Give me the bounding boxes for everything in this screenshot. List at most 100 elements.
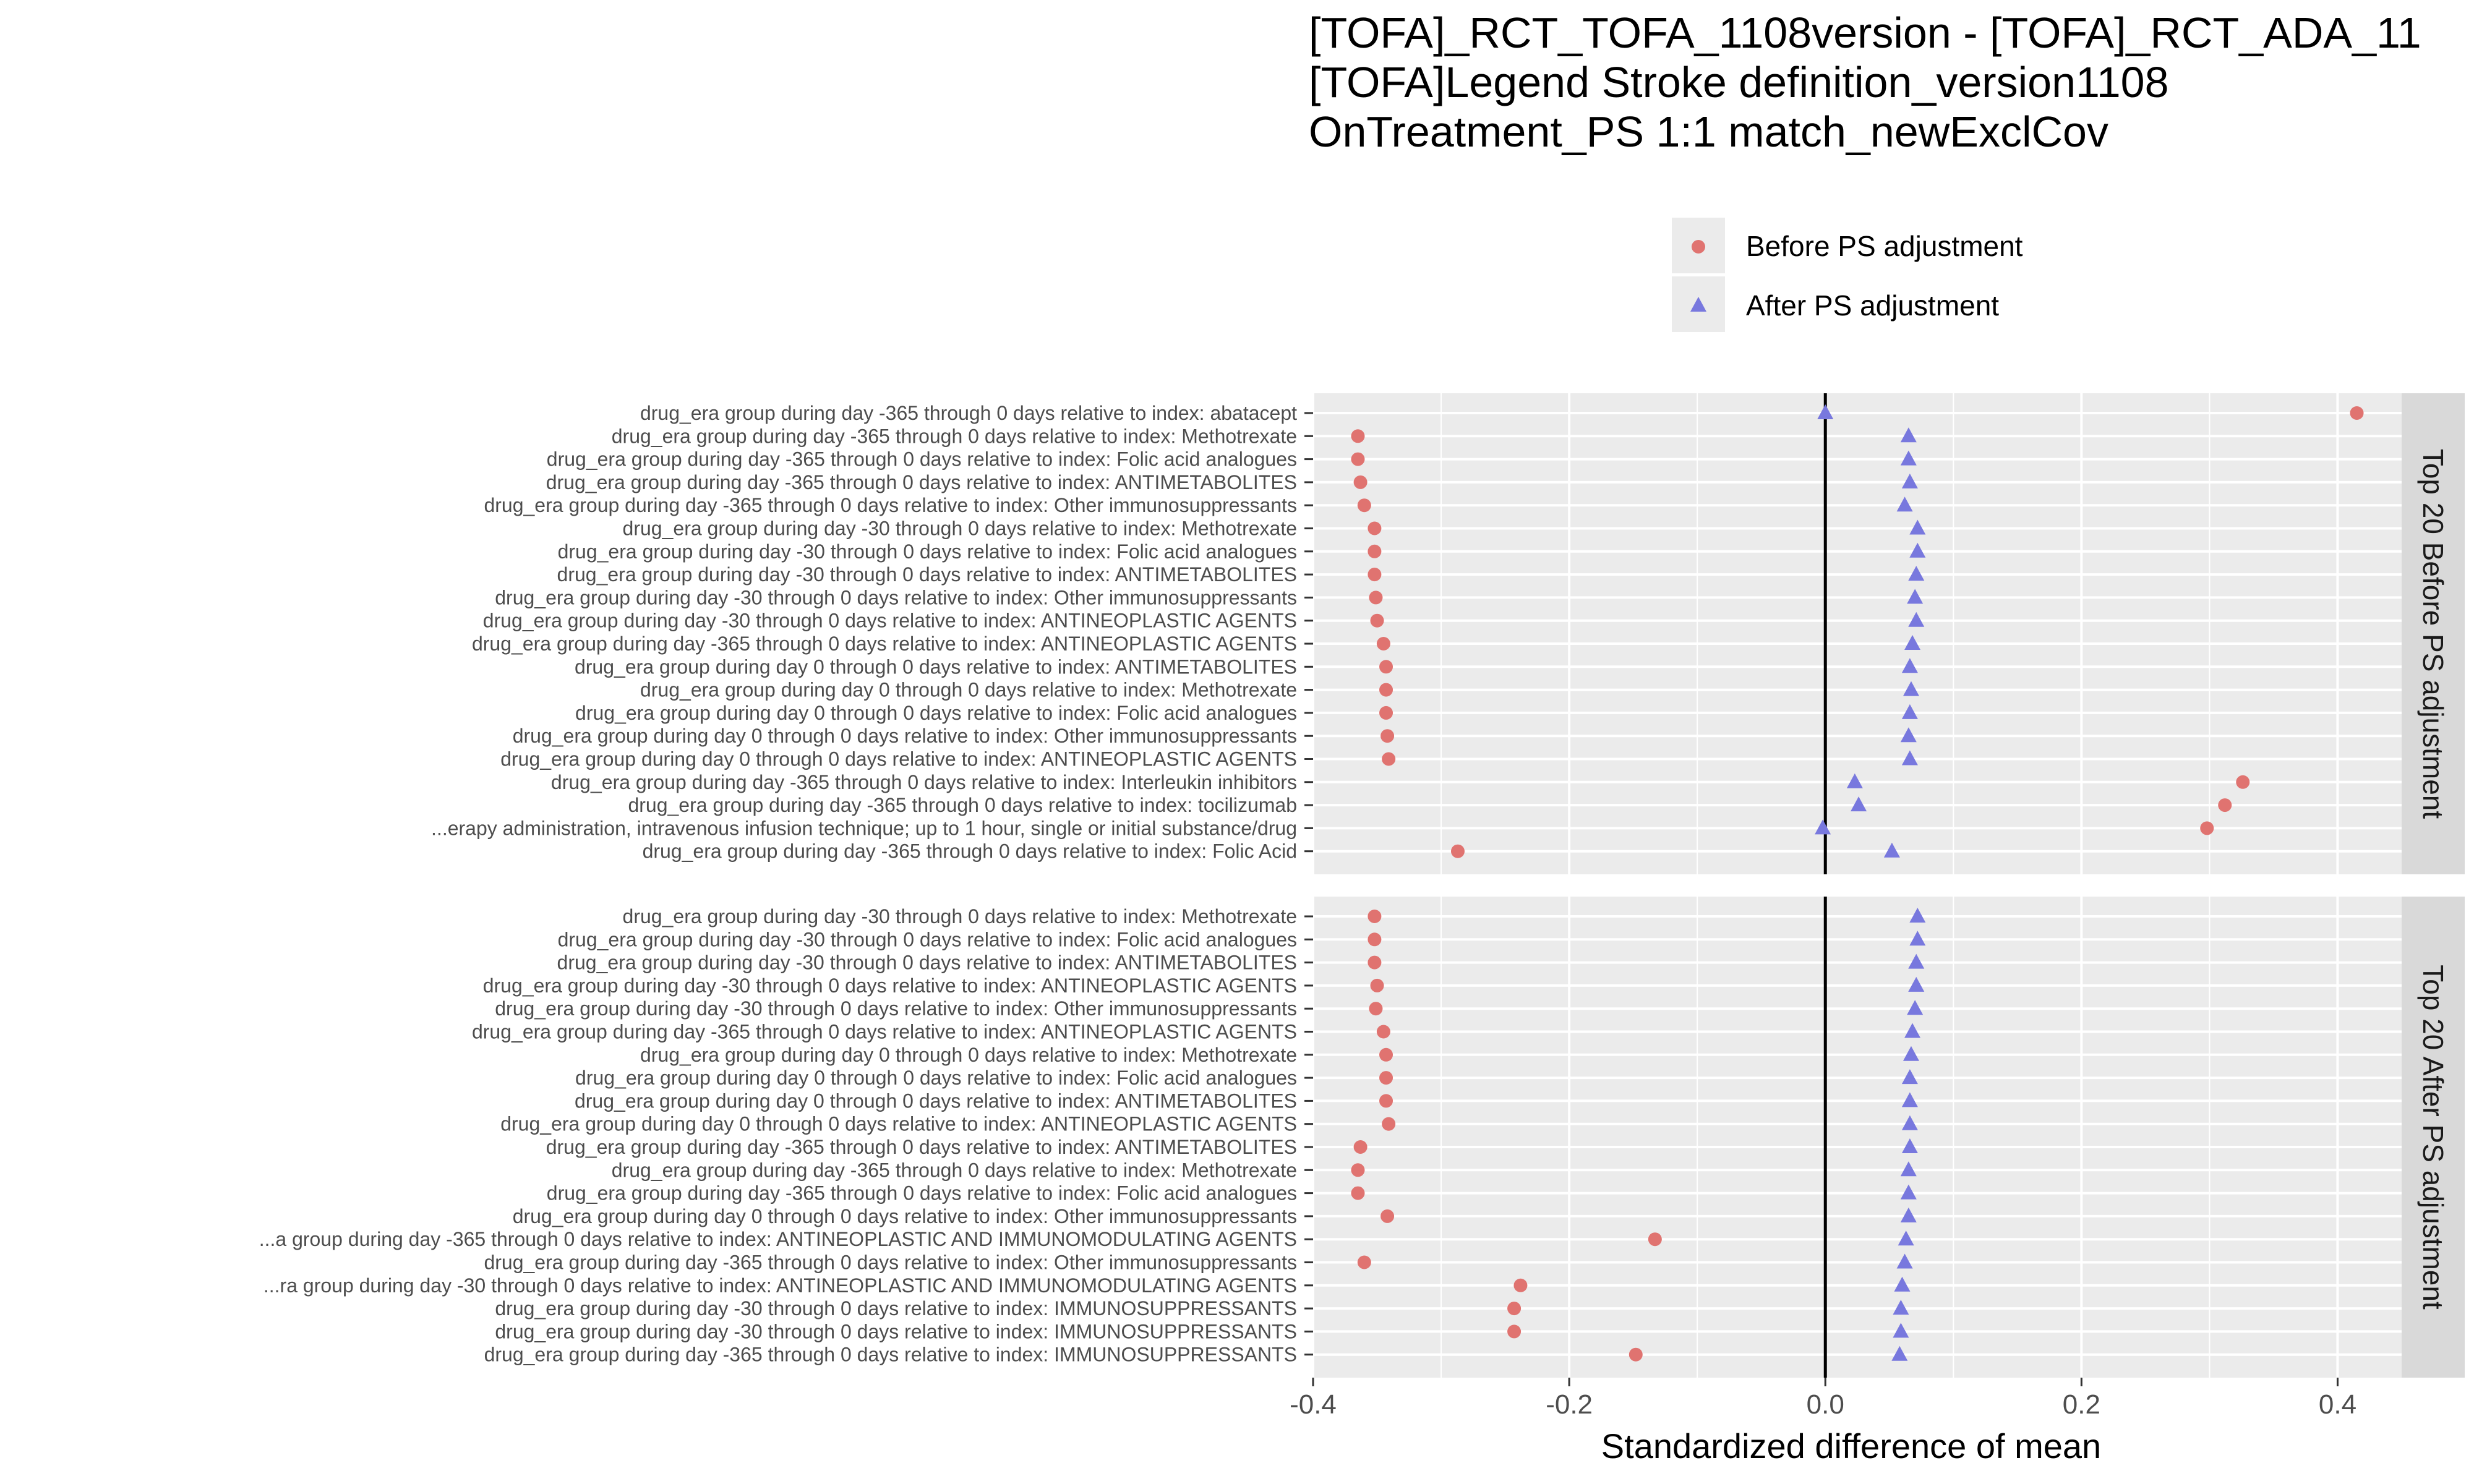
legend-before-label: Before PS adjustment [1746, 230, 2023, 262]
after-point [1901, 1069, 1918, 1085]
before-point [1507, 1324, 1522, 1339]
y-tick-label: ...ra group during day -30 through 0 day… [263, 1274, 1297, 1297]
after-point [1904, 635, 1921, 650]
after-point [1908, 953, 1925, 969]
y-tick-label: drug_era group during day -30 through 0 … [483, 610, 1297, 632]
y-tick-label: drug_era group during day 0 through 0 da… [513, 1205, 1297, 1227]
after-point [1909, 931, 1926, 946]
x-tick-label: 0.4 [2319, 1389, 2356, 1420]
after-point [1894, 1276, 1911, 1292]
after-point [1883, 842, 1900, 858]
y-tick-label: drug_era group during day 0 through 0 da… [575, 1067, 1297, 1089]
before-point [1368, 544, 1382, 558]
after-point [1900, 727, 1917, 743]
before-point [1357, 1255, 1371, 1269]
after-point [1908, 612, 1925, 627]
before-point [1379, 683, 1393, 697]
before-point [1450, 844, 1465, 858]
before-point [1507, 1302, 1522, 1316]
before-point [1368, 955, 1382, 970]
before-point [1368, 521, 1382, 535]
facet-strip-label: Top 20 After PS adjustment [2417, 965, 2449, 1310]
x-tick-label: -0.2 [1546, 1389, 1593, 1420]
after-point [1815, 819, 1831, 835]
facet-panel: Top 20 After PS adjustment drug_era group… [259, 897, 2465, 1378]
before-point [1353, 1140, 1368, 1154]
after-point [1846, 773, 1863, 788]
after-point [1900, 1207, 1917, 1222]
before-point [1357, 498, 1371, 513]
after-point [1908, 976, 1925, 992]
y-tick-label: drug_era group during day -30 through 0 … [623, 518, 1297, 540]
y-tick-label: drug_era group during day -365 through 0… [546, 1136, 1297, 1158]
after-point [1896, 1253, 1913, 1269]
x-tick-label: 0.0 [1807, 1389, 1844, 1420]
after-point [1903, 1046, 1919, 1061]
after-point [1900, 1161, 1917, 1177]
facet-strip [2402, 897, 2465, 1378]
y-tick-label: drug_era group during day -30 through 0 … [495, 586, 1297, 608]
after-point [1896, 497, 1913, 512]
y-tick-label: drug_era group during day -30 through 0 … [557, 563, 1297, 586]
before-point [1353, 475, 1368, 489]
before-point [1368, 932, 1382, 947]
legend: Before PS adjustment After PS adjustment [1672, 218, 2023, 332]
after-point [1898, 1230, 1914, 1246]
before-point [1351, 429, 1365, 443]
after-point [1901, 658, 1918, 673]
facet-strip-label: Top 20 Before PS adjustment [2417, 449, 2449, 819]
before-point [1370, 613, 1384, 628]
after-point [1900, 450, 1917, 466]
y-tick-label: drug_era group during day 0 through 0 da… [500, 748, 1297, 770]
title-line-3: OnTreatment_PS 1:1 match_newExclCov [1309, 108, 2108, 156]
x-tick-label: -0.4 [1290, 1389, 1337, 1420]
before-point [1369, 1002, 1383, 1016]
before-point [1380, 729, 1395, 743]
y-tick-label: drug_era group during day -30 through 0 … [623, 905, 1297, 927]
facet-panels: Top 20 Before PS adjustment drug_era grou… [259, 393, 2465, 1378]
before-point [1379, 660, 1393, 674]
before-point [1351, 452, 1365, 466]
after-point [1909, 908, 1926, 923]
before-point [1380, 1209, 1395, 1223]
y-tick-label: drug_era group during day 0 through 0 da… [575, 702, 1297, 724]
y-tick-label: drug_era group during day -365 through 0… [628, 794, 1297, 816]
y-tick-label: drug_era group during day -30 through 0 … [495, 1320, 1297, 1342]
y-tick-label: drug_era group during day -30 through 0 … [483, 974, 1297, 997]
panel-background [1313, 897, 2402, 1378]
before-point [1379, 1047, 1393, 1062]
before-point [1369, 591, 1383, 605]
after-point [1901, 704, 1918, 719]
y-tick-label: drug_era group during day -365 through 0… [640, 402, 1297, 424]
after-point [1903, 681, 1919, 696]
after-point [1900, 427, 1917, 443]
y-tick-label: drug_era group during day 0 through 0 da… [575, 1090, 1297, 1112]
after-point [1893, 1323, 1909, 1338]
y-tick-label: drug_era group during day -365 through 0… [643, 840, 1297, 863]
before-point [1351, 1163, 1365, 1177]
before-point [1351, 1186, 1365, 1200]
after-point [1893, 1300, 1909, 1315]
after-point [1907, 1000, 1924, 1015]
before-point [2218, 798, 2232, 812]
legend-after-marker [1690, 297, 1706, 312]
y-tick-label: drug_era group during day -30 through 0 … [495, 997, 1297, 1020]
after-point [1904, 1023, 1921, 1038]
before-point [1629, 1347, 1643, 1362]
y-tick-label: drug_era group during day 0 through 0 da… [640, 1044, 1297, 1066]
before-point [2236, 775, 2250, 789]
after-point [1907, 589, 1924, 604]
chart-title: [TOFA]_RCT_TOFA_1108version - [TOFA]_RCT… [1309, 9, 2421, 156]
after-point [1817, 404, 1834, 419]
title-line-2: [TOFA]Legend Stroke definition_version11… [1309, 58, 2169, 106]
after-point [1901, 750, 1918, 765]
legend-after-label: After PS adjustment [1746, 289, 1999, 322]
y-tick-label: drug_era group during day -365 through 0… [484, 494, 1297, 516]
y-tick-label: drug_era group during day -30 through 0 … [558, 540, 1297, 563]
y-tick-label: drug_era group during day 0 through 0 da… [575, 655, 1297, 678]
legend-before-marker [1692, 240, 1705, 254]
y-tick-label: drug_era group during day -365 through 0… [472, 1021, 1297, 1043]
y-tick-label: drug_era group during day 0 through 0 da… [513, 725, 1297, 747]
x-axis: -0.4 -0.2 0.0 0.2 0.4 [1290, 1378, 2356, 1420]
